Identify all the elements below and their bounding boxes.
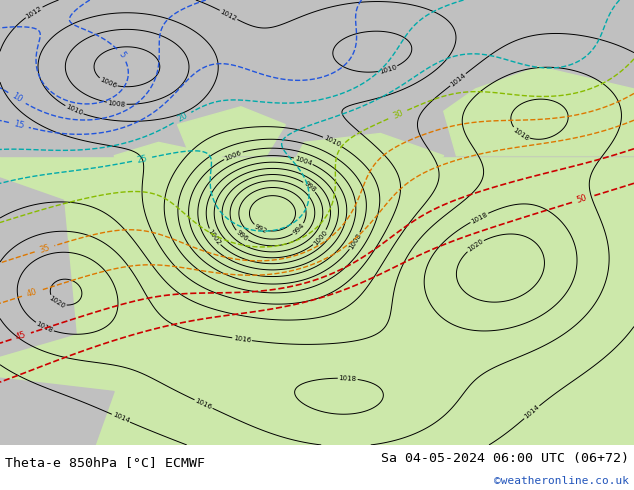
Text: 50: 50 bbox=[576, 194, 588, 205]
Text: 1020: 1020 bbox=[48, 295, 67, 310]
Text: 998: 998 bbox=[302, 180, 317, 194]
Text: 1018: 1018 bbox=[470, 211, 489, 224]
Text: 1010: 1010 bbox=[323, 135, 342, 148]
Text: 1006: 1006 bbox=[99, 77, 117, 90]
Text: 1006: 1006 bbox=[224, 149, 243, 161]
Text: 1014: 1014 bbox=[449, 72, 467, 88]
Text: 1020: 1020 bbox=[466, 238, 484, 253]
Text: 10: 10 bbox=[10, 92, 24, 105]
Text: 5: 5 bbox=[117, 50, 127, 60]
Text: 15: 15 bbox=[13, 120, 25, 131]
Text: Theta-e 850hPa [°C] ECMWF: Theta-e 850hPa [°C] ECMWF bbox=[5, 456, 205, 468]
Text: 1010: 1010 bbox=[378, 64, 398, 75]
Text: 1018: 1018 bbox=[512, 126, 530, 142]
Text: 1000: 1000 bbox=[312, 229, 328, 246]
Text: 994: 994 bbox=[292, 222, 306, 236]
Polygon shape bbox=[0, 178, 76, 356]
Text: 1002: 1002 bbox=[207, 228, 222, 246]
Text: 1008: 1008 bbox=[348, 232, 363, 250]
Text: 1004: 1004 bbox=[294, 155, 313, 167]
Polygon shape bbox=[0, 378, 114, 445]
Text: 30: 30 bbox=[391, 108, 404, 121]
Polygon shape bbox=[0, 0, 634, 156]
Text: 1018: 1018 bbox=[339, 375, 357, 382]
Polygon shape bbox=[114, 143, 222, 187]
Text: 1014: 1014 bbox=[112, 412, 130, 424]
Text: 1008: 1008 bbox=[107, 100, 126, 108]
Text: 40: 40 bbox=[25, 287, 38, 299]
Polygon shape bbox=[178, 107, 285, 156]
Text: 992: 992 bbox=[254, 223, 268, 234]
Text: 996: 996 bbox=[235, 229, 249, 242]
Text: 1018: 1018 bbox=[35, 320, 54, 334]
Text: 45: 45 bbox=[15, 330, 28, 342]
Polygon shape bbox=[0, 0, 634, 445]
Text: 1014: 1014 bbox=[523, 404, 541, 420]
Text: 35: 35 bbox=[38, 243, 51, 255]
Text: ©weatheronline.co.uk: ©weatheronline.co.uk bbox=[494, 476, 629, 486]
Text: 1016: 1016 bbox=[233, 335, 252, 343]
Polygon shape bbox=[444, 67, 634, 156]
Text: 1012: 1012 bbox=[25, 5, 43, 20]
Text: 20: 20 bbox=[176, 111, 190, 124]
Text: 25: 25 bbox=[136, 154, 148, 165]
Text: Sa 04-05-2024 06:00 UTC (06+72): Sa 04-05-2024 06:00 UTC (06+72) bbox=[381, 452, 629, 465]
Text: 1012: 1012 bbox=[219, 8, 238, 22]
Polygon shape bbox=[285, 133, 444, 178]
Text: 1010: 1010 bbox=[65, 104, 84, 117]
Text: 1016: 1016 bbox=[194, 397, 213, 411]
